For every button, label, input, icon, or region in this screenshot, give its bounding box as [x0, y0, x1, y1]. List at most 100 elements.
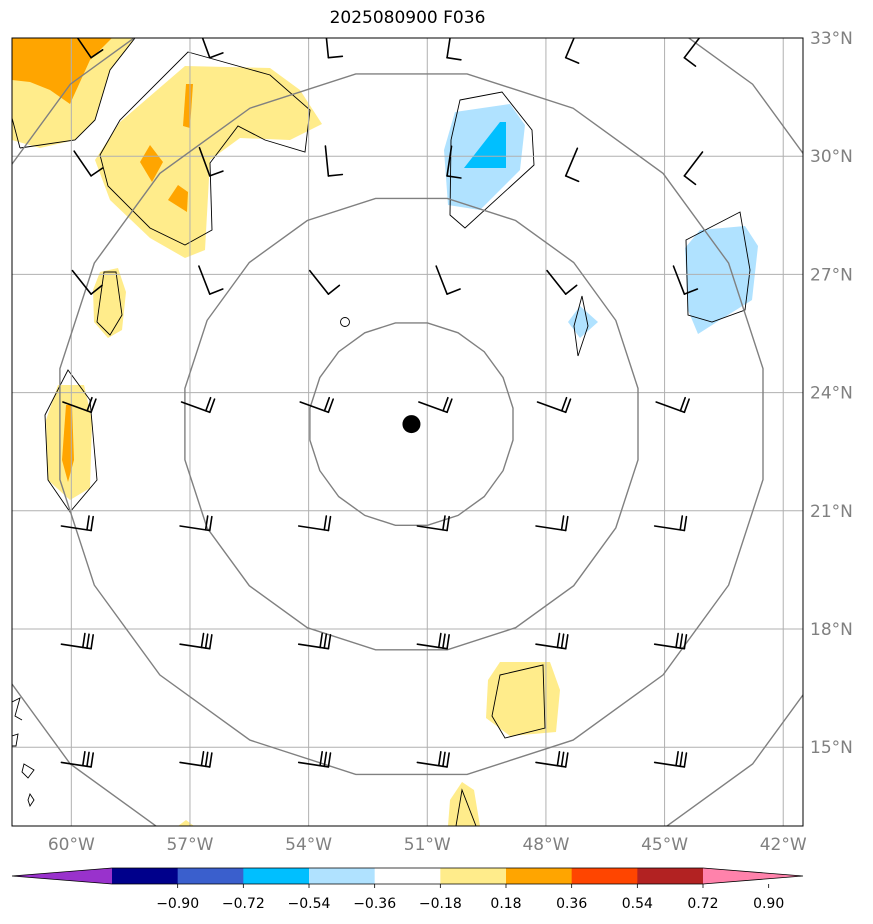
- wind-barb: [416, 751, 450, 768]
- wind-barb: [297, 632, 332, 650]
- wind-barb: [308, 269, 341, 295]
- longitude-tick-label: 51°W: [404, 835, 451, 855]
- longitude-labels: 60°W 57°W 54°W 51°W 48°W 45°W 42°W: [48, 835, 807, 855]
- positive-field: [448, 782, 480, 826]
- latitude-tick-label: 21°N: [810, 502, 853, 522]
- longitude-tick-label: 42°W: [760, 835, 807, 855]
- wind-barb: [60, 751, 94, 768]
- colorbar-segment: [243, 868, 310, 884]
- graticule: [12, 38, 803, 826]
- colorbar-tick-label: 0.18: [490, 896, 521, 912]
- map-area: [12, 38, 803, 826]
- wind-barb: [435, 265, 461, 295]
- wind-barb: [60, 632, 94, 650]
- map-frame: [11, 37, 804, 827]
- contour-line: [491, 664, 546, 739]
- colorbar-segment: [309, 868, 376, 884]
- coastline: [12, 697, 35, 808]
- map-title: 2025080900 F036: [329, 8, 486, 28]
- range-ring: [309, 322, 514, 526]
- shaded-fields: [12, 38, 758, 826]
- range-ring: [12, 38, 803, 826]
- wind-barb: [446, 38, 462, 61]
- colorbar-segment: [177, 868, 244, 884]
- colorbar-tick-label: −0.90: [156, 896, 199, 912]
- wind-barb: [535, 632, 569, 650]
- colorbar-extend-high: [703, 868, 803, 884]
- wind-barb: [299, 396, 335, 414]
- colorbar-tick-label: 0.36: [556, 896, 587, 912]
- wind-barb: [672, 265, 699, 295]
- storm-center-marker: [402, 415, 421, 434]
- wind-barb: [446, 145, 462, 179]
- wind-barb: [418, 396, 453, 414]
- contour-line: [99, 51, 311, 246]
- wind-barb: [653, 515, 688, 532]
- wind-barb: [198, 265, 224, 295]
- positive-field: [12, 38, 112, 104]
- range-rings: [12, 38, 803, 826]
- wind-barb: [535, 515, 569, 532]
- positive-field: [93, 268, 126, 338]
- colorbar-tick-label: −0.36: [353, 896, 396, 912]
- positive-field: [183, 84, 193, 128]
- contour-line: [340, 317, 350, 327]
- colorbar-segment: [506, 868, 573, 884]
- latitude-tick-label: 33°N: [810, 29, 853, 49]
- positive-field: [140, 145, 163, 182]
- wind-barb: [416, 632, 450, 650]
- colorbar-tick-label: −0.18: [419, 896, 462, 912]
- positive-field: [178, 820, 194, 826]
- latitude-labels: 15°N 18°N 21°N 24°N 27°N 30°N 33°N: [810, 29, 853, 758]
- wind-barb: [546, 269, 578, 295]
- latitude-tick-label: 24°N: [810, 384, 853, 404]
- wind-barb: [198, 146, 224, 177]
- wind-barb: [564, 147, 580, 183]
- colorbar-tick-label: −0.72: [222, 896, 265, 912]
- wind-barb: [325, 38, 344, 59]
- colorbar-tick-label: −0.54: [288, 896, 331, 912]
- longitude-tick-label: 48°W: [522, 835, 569, 855]
- wind-barb: [73, 150, 104, 177]
- longitude-tick-label: 60°W: [48, 835, 95, 855]
- latitude-tick-label: 27°N: [810, 265, 853, 285]
- wind-barb: [71, 269, 103, 295]
- longitude-tick-label: 57°W: [166, 835, 213, 855]
- longitude-tick-label: 45°W: [641, 835, 688, 855]
- colorbar-tick-label: 0.72: [687, 896, 718, 912]
- wind-barb: [683, 151, 704, 186]
- positive-field: [486, 662, 560, 736]
- longitude-tick-label: 54°W: [285, 835, 332, 855]
- wind-barb: [62, 396, 97, 414]
- colorbar-tick-label: 0.90: [753, 896, 784, 912]
- wind-barb: [179, 751, 213, 768]
- negative-field: [685, 226, 758, 334]
- contour-line: [455, 788, 477, 826]
- wind-barb: [324, 145, 344, 177]
- wind-barb: [179, 515, 213, 532]
- wind-barb: [536, 396, 572, 414]
- wind-barb: [297, 515, 332, 532]
- colorbar-outline: [11, 867, 804, 885]
- wind-barb: [60, 515, 94, 532]
- contour-line: [96, 271, 123, 336]
- contour-line: [19, 38, 136, 149]
- wind-barb: [180, 396, 216, 414]
- colorbar-tick-label: 0.54: [622, 896, 653, 912]
- colorbar-segment: [637, 868, 704, 884]
- wind-barb: [297, 751, 332, 768]
- wind-barb: [653, 632, 688, 650]
- positive-field: [95, 66, 322, 258]
- wind-barb: [416, 515, 450, 532]
- wind-barb: [564, 38, 580, 64]
- latitude-tick-label: 18°N: [810, 620, 853, 640]
- wind-barb: [655, 396, 690, 414]
- latitude-tick-label: 15°N: [810, 738, 853, 758]
- colorbar-extend-low: [12, 868, 112, 884]
- contour-line: [12, 117, 21, 149]
- negative-field: [568, 306, 598, 338]
- colorbar-segment: [112, 868, 179, 884]
- range-ring: [184, 197, 639, 651]
- wind-barb: [201, 38, 224, 59]
